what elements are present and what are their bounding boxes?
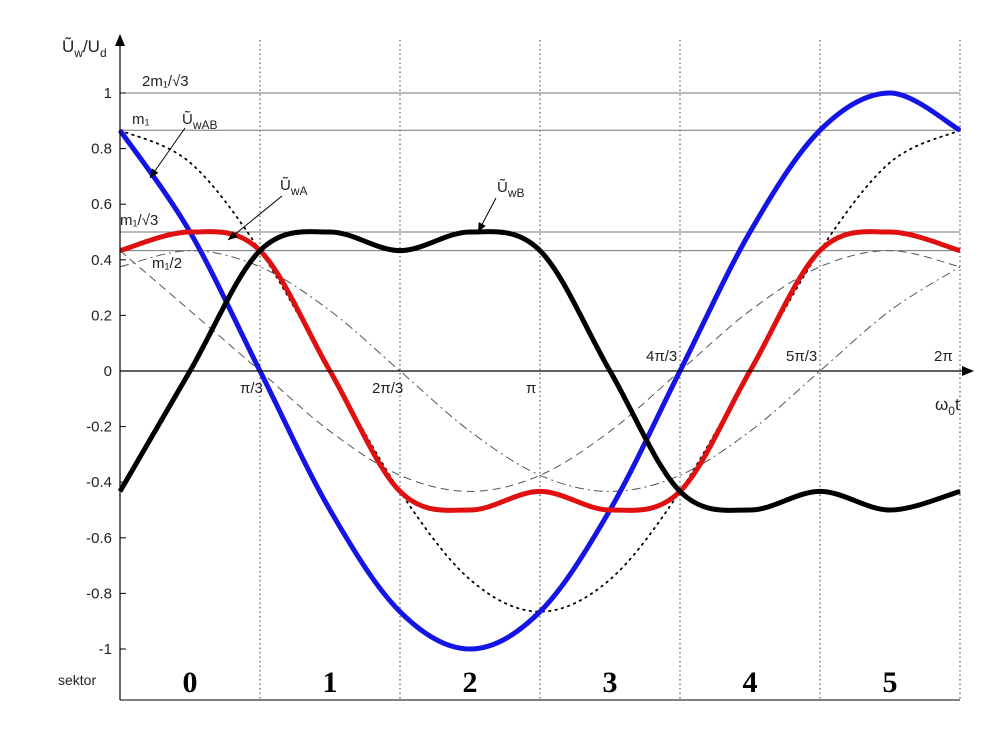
reference-line-label: m₁/2: [152, 255, 182, 272]
series-line-U_wB: [117, 229, 961, 513]
series-line-U_wAB: [117, 90, 962, 652]
series-line-U_wA: [119, 229, 961, 513]
x-tick-label: 4π/3: [646, 348, 677, 365]
sector-number: 1: [323, 666, 338, 699]
annotation-arrow: [227, 195, 283, 241]
x-tick-label: 5π/3: [786, 348, 817, 365]
y-tick-label: 0.2: [91, 307, 112, 324]
y-tick-label: 0: [104, 363, 112, 380]
annotation-arrow: [149, 127, 186, 179]
y-tick-label: -0.2: [86, 419, 112, 436]
y-tick-label: -0.4: [86, 474, 112, 491]
annotation-arrowhead: [150, 168, 159, 178]
y-axis-arrow: [115, 34, 125, 46]
y-tick-label: 0.8: [91, 141, 112, 158]
x-tick-label: 2π/3: [372, 380, 403, 397]
sector-number: 5: [883, 666, 898, 699]
y-tick-label: 1: [104, 85, 112, 102]
reference-line-label: 2m₁/√3: [142, 73, 189, 90]
thick-curves-layer: [117, 90, 962, 652]
x-tick-label: π/3: [240, 380, 263, 397]
sector-number: 0: [183, 666, 198, 699]
annotation-arrowhead: [478, 222, 486, 232]
sector-number: 4: [743, 666, 758, 699]
annotation-label: ŨwA: [280, 177, 308, 198]
annotation-label: ŨwB: [497, 179, 525, 200]
x-tick-label: 2π: [934, 348, 953, 365]
sector-number: 3: [603, 666, 618, 699]
series-line-half_m1_dashdot: [119, 250, 961, 492]
y-tick-label: 0.4: [91, 252, 112, 269]
y-axis-label: Ũw/Ud: [62, 37, 107, 60]
axes-layer: [115, 34, 974, 701]
annotation-arrowhead: [228, 231, 238, 240]
grid-layer: [259, 40, 961, 700]
reference-line-label: m₁: [132, 111, 150, 128]
y-tick-label: -0.6: [86, 530, 112, 547]
sector-number: 2: [463, 666, 478, 699]
reference-line-label: m₁/√3: [120, 212, 158, 229]
x-tick-label: π: [526, 380, 536, 397]
x-axis-label: ω0t: [935, 395, 960, 418]
labels-layer: 1 0.8 0.6 0.4 0.2 0 -0.2 -0.4 -0.6 -0.8 -1 π/3 2π/3 π…: [58, 37, 960, 699]
y-tick-label: 0.6: [91, 196, 112, 213]
annotation-label: ŨwAB: [182, 111, 218, 132]
y-tick-label: -1: [99, 641, 112, 658]
y-tick-label: -0.8: [86, 585, 112, 602]
x-axis-arrow: [962, 366, 974, 376]
sector-label: sektor: [58, 672, 96, 688]
